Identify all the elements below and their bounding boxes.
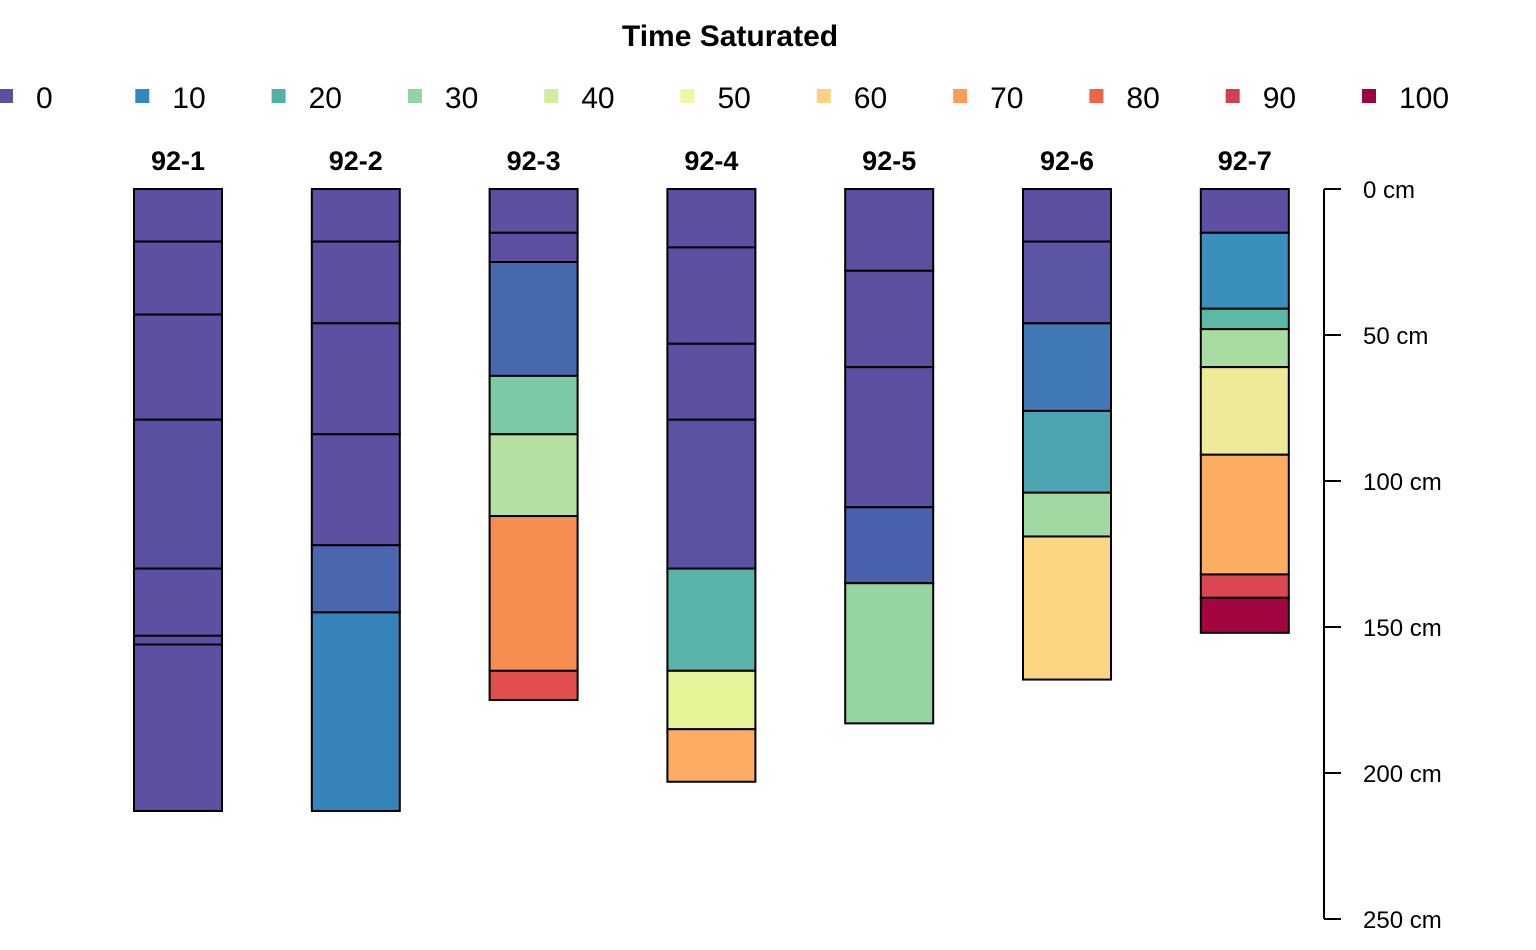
legend-label-40: 40 (581, 82, 614, 115)
horizon-92-1-5 (133, 567, 223, 637)
horizon-92-4-2 (666, 246, 757, 345)
legend-swatch-10 (135, 89, 150, 103)
profile-92-2: 92-2 (310, 146, 401, 812)
chart-title: Time Saturated (622, 20, 838, 53)
depth-tick-label-50: 50 cm (1363, 323, 1428, 350)
legend-swatch-0 (0, 89, 13, 103)
profile-92-5: 92-5 (844, 146, 935, 725)
horizon-92-3-2 (488, 231, 579, 264)
horizon-92-1-4 (133, 418, 223, 570)
horizon-92-2-1 (310, 188, 401, 243)
legend-label-70: 70 (990, 82, 1023, 115)
horizon-92-7-4 (1199, 328, 1290, 369)
legend-label-100: 100 (1399, 82, 1449, 115)
legend-swatch-80 (1089, 89, 1104, 103)
horizon-92-4-1 (666, 188, 757, 249)
horizon-92-6-4 (1022, 409, 1112, 494)
profile-label-92-6: 92-6 (1040, 146, 1094, 176)
profile-92-7: 92-7 (1199, 146, 1290, 634)
horizon-92-5-5 (844, 582, 935, 725)
legend-label-80: 80 (1126, 82, 1159, 115)
depth-tick-label-150: 150 cm (1363, 615, 1442, 642)
profile-label-92-1: 92-1 (151, 146, 205, 176)
horizon-92-1-2 (133, 240, 223, 316)
depth-tick-label-0: 0 cm (1363, 177, 1415, 204)
depth-tick-label-250: 250 cm (1363, 907, 1442, 934)
depth-axis: 0 cm 50 cm 100 cm 150 cm 200 cm 250 cm (1323, 177, 1442, 934)
horizon-92-6-3 (1022, 322, 1112, 412)
profile-label-92-7: 92-7 (1218, 146, 1272, 176)
depth-tick-label-200: 200 cm (1363, 761, 1442, 788)
legend-label-0: 0 (36, 82, 53, 115)
horizon-92-4-7 (666, 728, 757, 783)
horizon-92-3-5 (488, 433, 579, 518)
legend-label-90: 90 (1263, 82, 1296, 115)
legend-swatch-90 (1225, 89, 1240, 103)
horizon-92-2-2 (310, 240, 401, 325)
horizon-92-4-3 (666, 342, 757, 421)
profile-92-1: 92-1 (133, 146, 223, 812)
horizon-92-3-7 (488, 669, 579, 701)
legend: 0 10 20 30 40 50 60 70 80 90 100 (0, 82, 1449, 115)
horizon-92-7-1 (1199, 188, 1290, 234)
horizon-92-3-4 (488, 374, 579, 436)
horizon-92-2-6 (310, 611, 401, 812)
horizon-92-1-1 (133, 188, 223, 243)
horizon-92-3-6 (488, 515, 579, 672)
profiles: 92-1 92-2 92-3 92-4 92-5 92-6 92-7 (133, 146, 1290, 812)
horizon-92-4-4 (666, 418, 757, 570)
legend-label-60: 60 (854, 82, 887, 115)
legend-swatch-30 (407, 89, 422, 103)
horizon-92-2-3 (310, 322, 401, 436)
legend-swatch-100 (1362, 89, 1376, 103)
horizon-92-7-6 (1199, 453, 1290, 576)
profile-label-92-2: 92-2 (329, 146, 383, 176)
horizon-92-6-6 (1022, 535, 1112, 681)
legend-swatch-60 (816, 89, 831, 103)
horizon-92-1-7 (133, 643, 223, 812)
horizon-92-7-5 (1199, 366, 1290, 456)
horizon-92-2-4 (310, 433, 401, 547)
horizon-92-1-3 (133, 313, 223, 421)
profile-label-92-3: 92-3 (507, 146, 561, 176)
legend-label-50: 50 (718, 82, 751, 115)
horizon-92-1-6 (133, 634, 223, 646)
horizon-92-4-6 (666, 669, 757, 731)
legend-swatch-20 (271, 89, 286, 103)
legend-swatch-70 (953, 89, 968, 103)
legend-label-20: 20 (309, 82, 342, 115)
profile-label-92-5: 92-5 (862, 146, 916, 176)
legend-label-10: 10 (172, 82, 205, 115)
profile-label-92-4: 92-4 (684, 146, 738, 176)
legend-swatch-40 (544, 89, 559, 103)
legend-swatch-50 (680, 89, 695, 103)
horizon-92-6-2 (1022, 240, 1112, 325)
horizon-92-6-5 (1022, 491, 1112, 538)
horizon-92-7-7 (1199, 573, 1290, 599)
profile-92-6: 92-6 (1022, 146, 1112, 681)
horizon-92-5-4 (844, 506, 935, 585)
horizon-92-5-2 (844, 269, 935, 369)
horizon-92-5-3 (844, 366, 935, 509)
horizon-92-3-1 (488, 188, 579, 234)
horizon-92-7-2 (1199, 231, 1290, 310)
profile-92-3: 92-3 (488, 146, 579, 701)
horizon-92-7-8 (1199, 596, 1290, 634)
horizon-92-6-1 (1022, 188, 1112, 243)
horizon-92-7-3 (1199, 307, 1290, 331)
horizon-92-2-5 (310, 544, 401, 614)
legend-label-30: 30 (445, 82, 478, 115)
profile-92-4: 92-4 (666, 146, 757, 783)
depth-tick-label-100: 100 cm (1363, 469, 1442, 496)
horizon-92-5-1 (844, 188, 935, 272)
horizon-92-3-3 (488, 261, 579, 377)
horizon-92-4-5 (666, 567, 757, 672)
